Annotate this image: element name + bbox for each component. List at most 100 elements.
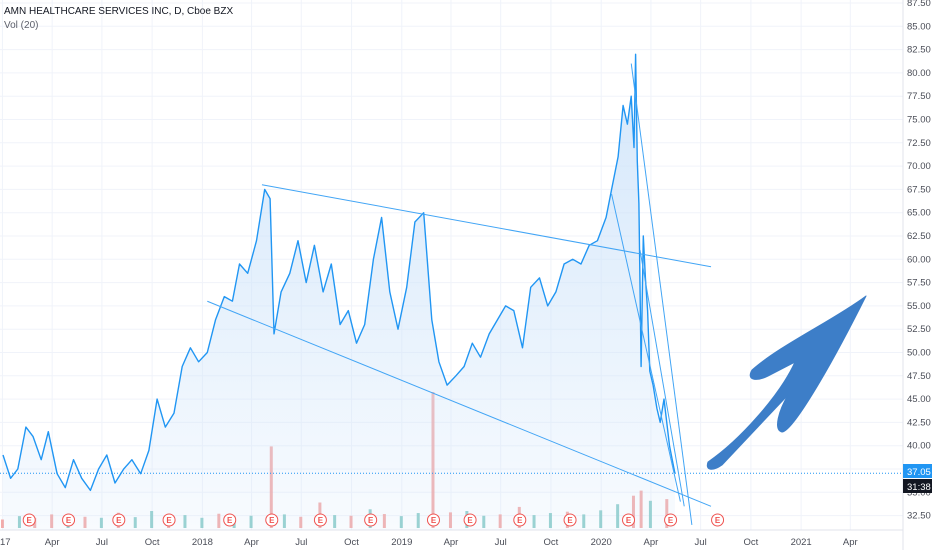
- price-tick-label: 65.00: [907, 208, 931, 219]
- price-tick-label: 57.50: [907, 278, 931, 289]
- earnings-marker-label: E: [166, 516, 172, 525]
- price-tick-label: 87.50: [907, 0, 931, 9]
- earnings-marker-label: E: [431, 516, 437, 525]
- earnings-marker-label: E: [27, 516, 33, 525]
- earnings-marker-label: E: [517, 516, 523, 525]
- price-line[interactable]: [2, 53, 676, 492]
- time-tick-label: Apr: [45, 537, 60, 548]
- earnings-marker[interactable]: E: [62, 513, 76, 527]
- price-tags: 37.05 31:38: [903, 464, 932, 493]
- price-tick-label: 72.50: [907, 138, 931, 149]
- earnings-marker-label: E: [567, 516, 573, 525]
- earnings-marker[interactable]: E: [463, 513, 477, 527]
- arrow-annotation[interactable]: [706, 295, 867, 470]
- time-axis[interactable]: 17 Apr Jul Oct 2018 Apr Jul Oct 2019 Apr Jul Oct 202…: [0, 529, 903, 548]
- earnings-marker-circle[interactable]: [563, 513, 577, 527]
- time-tick-label: 2019: [391, 537, 412, 548]
- price-tick-label: 50.00: [907, 348, 931, 359]
- trendline[interactable]: [639, 249, 685, 507]
- earnings-marker-circle[interactable]: [22, 513, 36, 527]
- earnings-marker-circle[interactable]: [426, 513, 440, 527]
- arrow-shape[interactable]: [706, 295, 867, 470]
- trendline[interactable]: [261, 184, 712, 268]
- time-tick-label: Jul: [295, 537, 307, 548]
- earnings-marker[interactable]: E: [162, 513, 176, 527]
- earnings-marker[interactable]: E: [364, 513, 378, 527]
- symbol-title: AMN HEALTHCARE SERVICES INC, D, Cboe BZX: [4, 6, 234, 17]
- countdown-value: 31:38: [907, 482, 931, 493]
- time-tick-label: Apr: [644, 537, 659, 548]
- time-tick-label: Apr: [843, 537, 858, 548]
- price-area: [0, 53, 903, 531]
- price-tick-label: 82.50: [907, 45, 931, 56]
- time-tick-label: Oct: [743, 537, 758, 548]
- earnings-marker-circle[interactable]: [112, 513, 126, 527]
- earnings-marker-label: E: [626, 516, 632, 525]
- earnings-marker-label: E: [318, 516, 324, 525]
- time-tick-label: 2020: [591, 537, 612, 548]
- price-tick-label: 70.00: [907, 161, 931, 172]
- earnings-marker-circle[interactable]: [223, 513, 237, 527]
- time-tick-label: Apr: [244, 537, 259, 548]
- time-tick-label: Oct: [544, 537, 559, 548]
- earnings-marker-circle[interactable]: [62, 513, 76, 527]
- time-tick-label: 2021: [791, 537, 812, 548]
- earnings-marker-label: E: [227, 516, 233, 525]
- time-tick-label: Jul: [495, 537, 507, 548]
- chart-legend: AMN HEALTHCARE SERVICES INC, D, Cboe BZX…: [4, 5, 233, 33]
- earnings-marker-circle[interactable]: [162, 513, 176, 527]
- earnings-marker-circle[interactable]: [265, 513, 279, 527]
- earnings-marker[interactable]: E: [563, 513, 577, 527]
- price-tick-label: 32.50: [907, 511, 931, 522]
- earnings-marker-label: E: [116, 516, 122, 525]
- earnings-marker-circle[interactable]: [513, 513, 527, 527]
- earnings-marker-label: E: [668, 516, 674, 525]
- price-tick-label: 75.00: [907, 115, 931, 126]
- trendline[interactable]: [630, 63, 693, 525]
- earnings-marker-circle[interactable]: [622, 513, 636, 527]
- earnings-marker[interactable]: E: [223, 513, 237, 527]
- earnings-marker-label: E: [66, 516, 72, 525]
- trendline[interactable]: [207, 300, 712, 507]
- price-tick-label: 45.00: [907, 394, 931, 405]
- volume-bar: [1, 519, 4, 528]
- earnings-marker-circle[interactable]: [463, 513, 477, 527]
- price-tick-label: 55.00: [907, 301, 931, 312]
- earnings-marker-circle[interactable]: [711, 513, 725, 527]
- time-tick-label: Jul: [96, 537, 108, 548]
- earnings-marker[interactable]: E: [265, 513, 279, 527]
- time-tick-label: Jul: [695, 537, 707, 548]
- earnings-marker-circle[interactable]: [313, 513, 327, 527]
- price-area-fill: [3, 54, 675, 531]
- earnings-marker[interactable]: E: [622, 513, 636, 527]
- earnings-marker-circle[interactable]: [664, 513, 678, 527]
- price-tick-label: 67.50: [907, 184, 931, 195]
- price-tick-label: 62.50: [907, 231, 931, 242]
- last-price-value: 37.05: [907, 467, 931, 478]
- time-tick-label: Oct: [145, 537, 160, 548]
- time-tick-label: Apr: [444, 537, 459, 548]
- volume-indicator-label[interactable]: Vol (20): [4, 20, 39, 31]
- earnings-marker[interactable]: E: [426, 513, 440, 527]
- price-tick-label: 42.50: [907, 417, 931, 428]
- earnings-marker[interactable]: E: [313, 513, 327, 527]
- price-tick-label: 77.50: [907, 91, 931, 102]
- earnings-marker[interactable]: E: [22, 513, 36, 527]
- earnings-marker-circle[interactable]: [364, 513, 378, 527]
- earnings-marker[interactable]: E: [513, 513, 527, 527]
- price-tick-label: 80.00: [907, 68, 931, 79]
- earnings-marker-label: E: [368, 516, 374, 525]
- price-axis[interactable]: 32.5035.0037.5040.0042.5045.0047.5050.00…: [907, 0, 931, 522]
- price-tick-label: 47.50: [907, 371, 931, 382]
- earnings-marker[interactable]: E: [711, 513, 725, 527]
- trendlines[interactable]: [207, 63, 712, 525]
- trendline[interactable]: [611, 193, 681, 502]
- countdown-tag: [903, 479, 932, 493]
- earnings-marker[interactable]: E: [664, 513, 678, 527]
- earnings-marker[interactable]: E: [112, 513, 126, 527]
- time-tick-label: 2018: [192, 537, 213, 548]
- price-tick-label: 52.50: [907, 324, 931, 335]
